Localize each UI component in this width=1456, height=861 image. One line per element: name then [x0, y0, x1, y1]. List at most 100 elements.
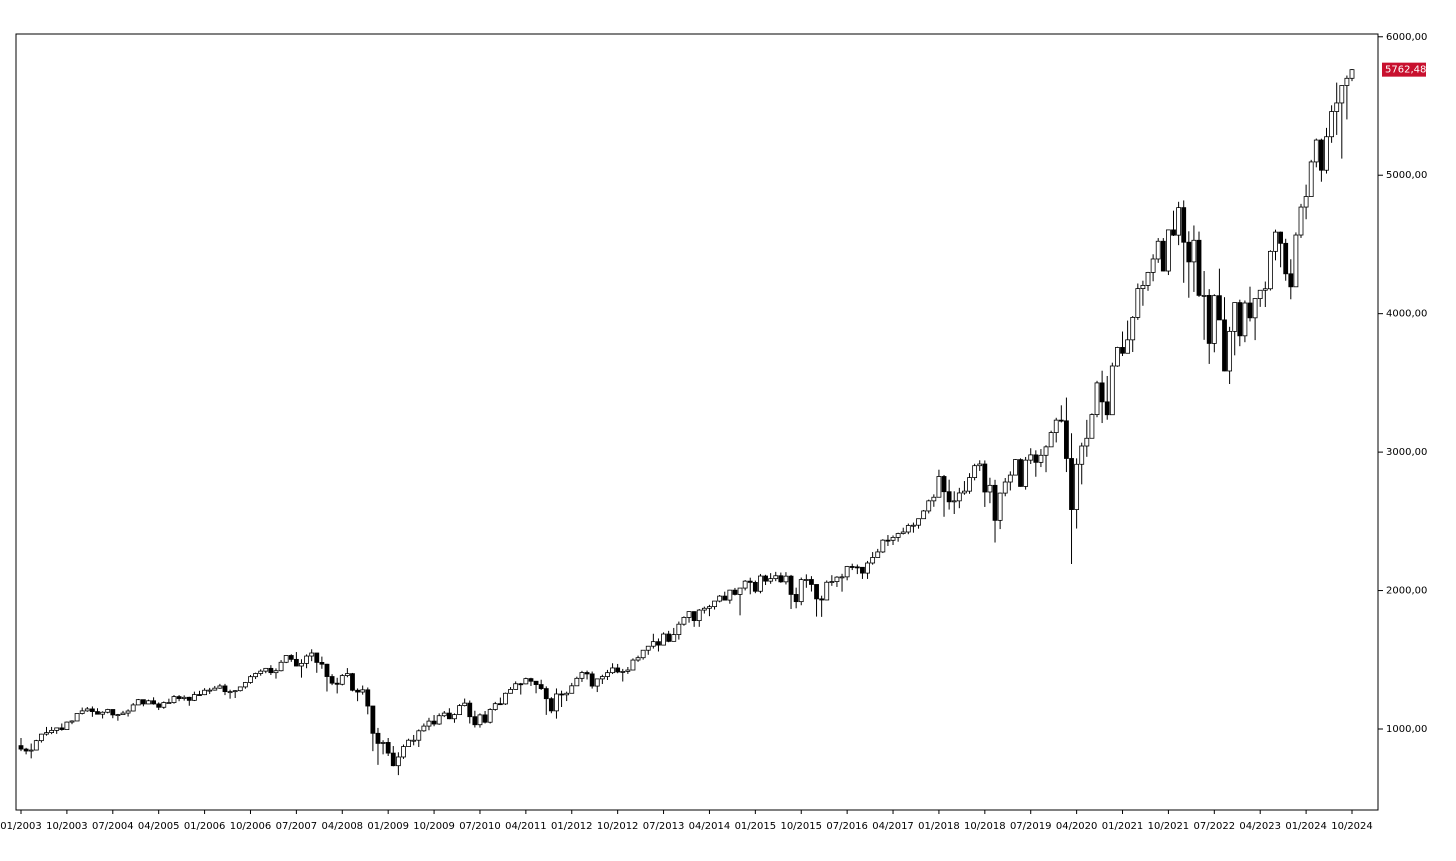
candle-body: [615, 667, 621, 673]
candle-body: [49, 729, 54, 734]
candle-body: [967, 477, 972, 492]
candle-body: [1104, 401, 1110, 416]
candle-body: [176, 696, 182, 699]
candle-body: [28, 749, 34, 752]
x-tick-label: 01/2003: [0, 821, 42, 832]
candle-body: [207, 689, 213, 692]
candle-body: [839, 576, 845, 579]
candle-body: [1186, 241, 1192, 263]
candle-body: [712, 600, 717, 608]
candle-body: [895, 533, 901, 538]
candle-body: [1288, 273, 1294, 288]
candle-body: [293, 658, 299, 667]
candle-body: [503, 692, 508, 705]
candle-body: [707, 606, 712, 609]
candle-body: [1033, 454, 1039, 463]
candle-body: [1099, 382, 1105, 403]
x-tick-label: 10/2018: [964, 821, 1006, 832]
candle-body: [1211, 295, 1217, 344]
candle-body: [334, 682, 340, 685]
candle-body: [1171, 229, 1176, 236]
candle-body: [931, 496, 937, 502]
y-tick-label: 1000,00: [1386, 724, 1427, 735]
candle-body: [956, 492, 962, 502]
candle-body: [829, 581, 835, 583]
candle-body: [788, 575, 794, 595]
candle-body: [120, 712, 126, 716]
x-tick-label: 10/2012: [597, 821, 639, 832]
candle-body: [1120, 347, 1125, 354]
candle-body: [717, 595, 723, 602]
candle-body: [1313, 139, 1319, 163]
candle-body: [809, 579, 814, 585]
candle-body: [1064, 420, 1069, 459]
candle-body: [1089, 414, 1095, 439]
candle-body: [1308, 161, 1314, 197]
candle-body: [472, 716, 478, 726]
candle-body: [972, 465, 978, 478]
candle-body: [431, 720, 437, 725]
candle-body: [579, 672, 585, 679]
candle-body: [1201, 294, 1207, 297]
candle-body: [921, 510, 927, 520]
candle-body: [650, 641, 656, 647]
candle-body: [370, 705, 376, 734]
candle-body: [849, 566, 855, 568]
candle-body: [605, 672, 610, 677]
candle-body: [100, 711, 105, 715]
candle-body: [1237, 302, 1243, 337]
candle-body: [1155, 240, 1161, 260]
candle-body: [834, 576, 840, 582]
candle-body: [656, 641, 661, 646]
candle-body: [365, 689, 371, 707]
candle-body: [283, 655, 289, 663]
x-tick-label: 07/2004: [92, 821, 134, 832]
candle-body: [202, 689, 207, 696]
candle-body: [161, 702, 167, 708]
candle-body: [1140, 285, 1146, 290]
candle-body: [477, 714, 483, 726]
candle-body: [156, 703, 162, 708]
candle-body: [1232, 302, 1238, 332]
candle-body: [268, 667, 274, 674]
candle-body: [1007, 474, 1013, 483]
candle-body: [339, 675, 345, 685]
candle-body: [1002, 481, 1008, 494]
candle-body: [212, 687, 218, 691]
candle-body: [54, 727, 60, 731]
candle-body: [467, 702, 473, 718]
x-tick-label: 07/2016: [826, 821, 868, 832]
candle-body: [237, 686, 243, 692]
candle-body: [74, 713, 80, 722]
candle-body: [768, 578, 774, 582]
candle-body: [732, 589, 738, 595]
candle-body: [584, 672, 590, 675]
candle-body: [727, 589, 733, 601]
y-tick-label: 5000,00: [1386, 170, 1427, 181]
candle-body: [548, 698, 554, 712]
x-tick-label: 04/2017: [872, 821, 914, 832]
candle-body: [1181, 207, 1187, 243]
candle-body: [589, 673, 595, 687]
candle-body: [543, 688, 549, 700]
candle-body: [982, 463, 988, 493]
last-price-box: [1382, 62, 1426, 77]
candle-body: [355, 689, 360, 693]
candle-body: [824, 581, 830, 601]
x-tick-label: 01/2015: [735, 821, 777, 832]
candle-body: [1303, 196, 1309, 208]
candle-body: [987, 484, 993, 493]
x-tick-label: 01/2006: [184, 821, 226, 832]
candle-body: [1053, 419, 1059, 433]
candle-body: [69, 720, 75, 723]
candle-body: [125, 710, 131, 714]
candle-body: [406, 739, 411, 747]
candle-body: [385, 742, 391, 754]
y-tick-label: 3000,00: [1386, 447, 1427, 458]
candle-body: [630, 659, 636, 671]
candle-body: [242, 682, 248, 688]
x-tick-label: 04/2008: [322, 821, 364, 832]
candle-body: [686, 611, 692, 618]
candle-body: [559, 693, 564, 696]
candle-body: [569, 685, 575, 694]
